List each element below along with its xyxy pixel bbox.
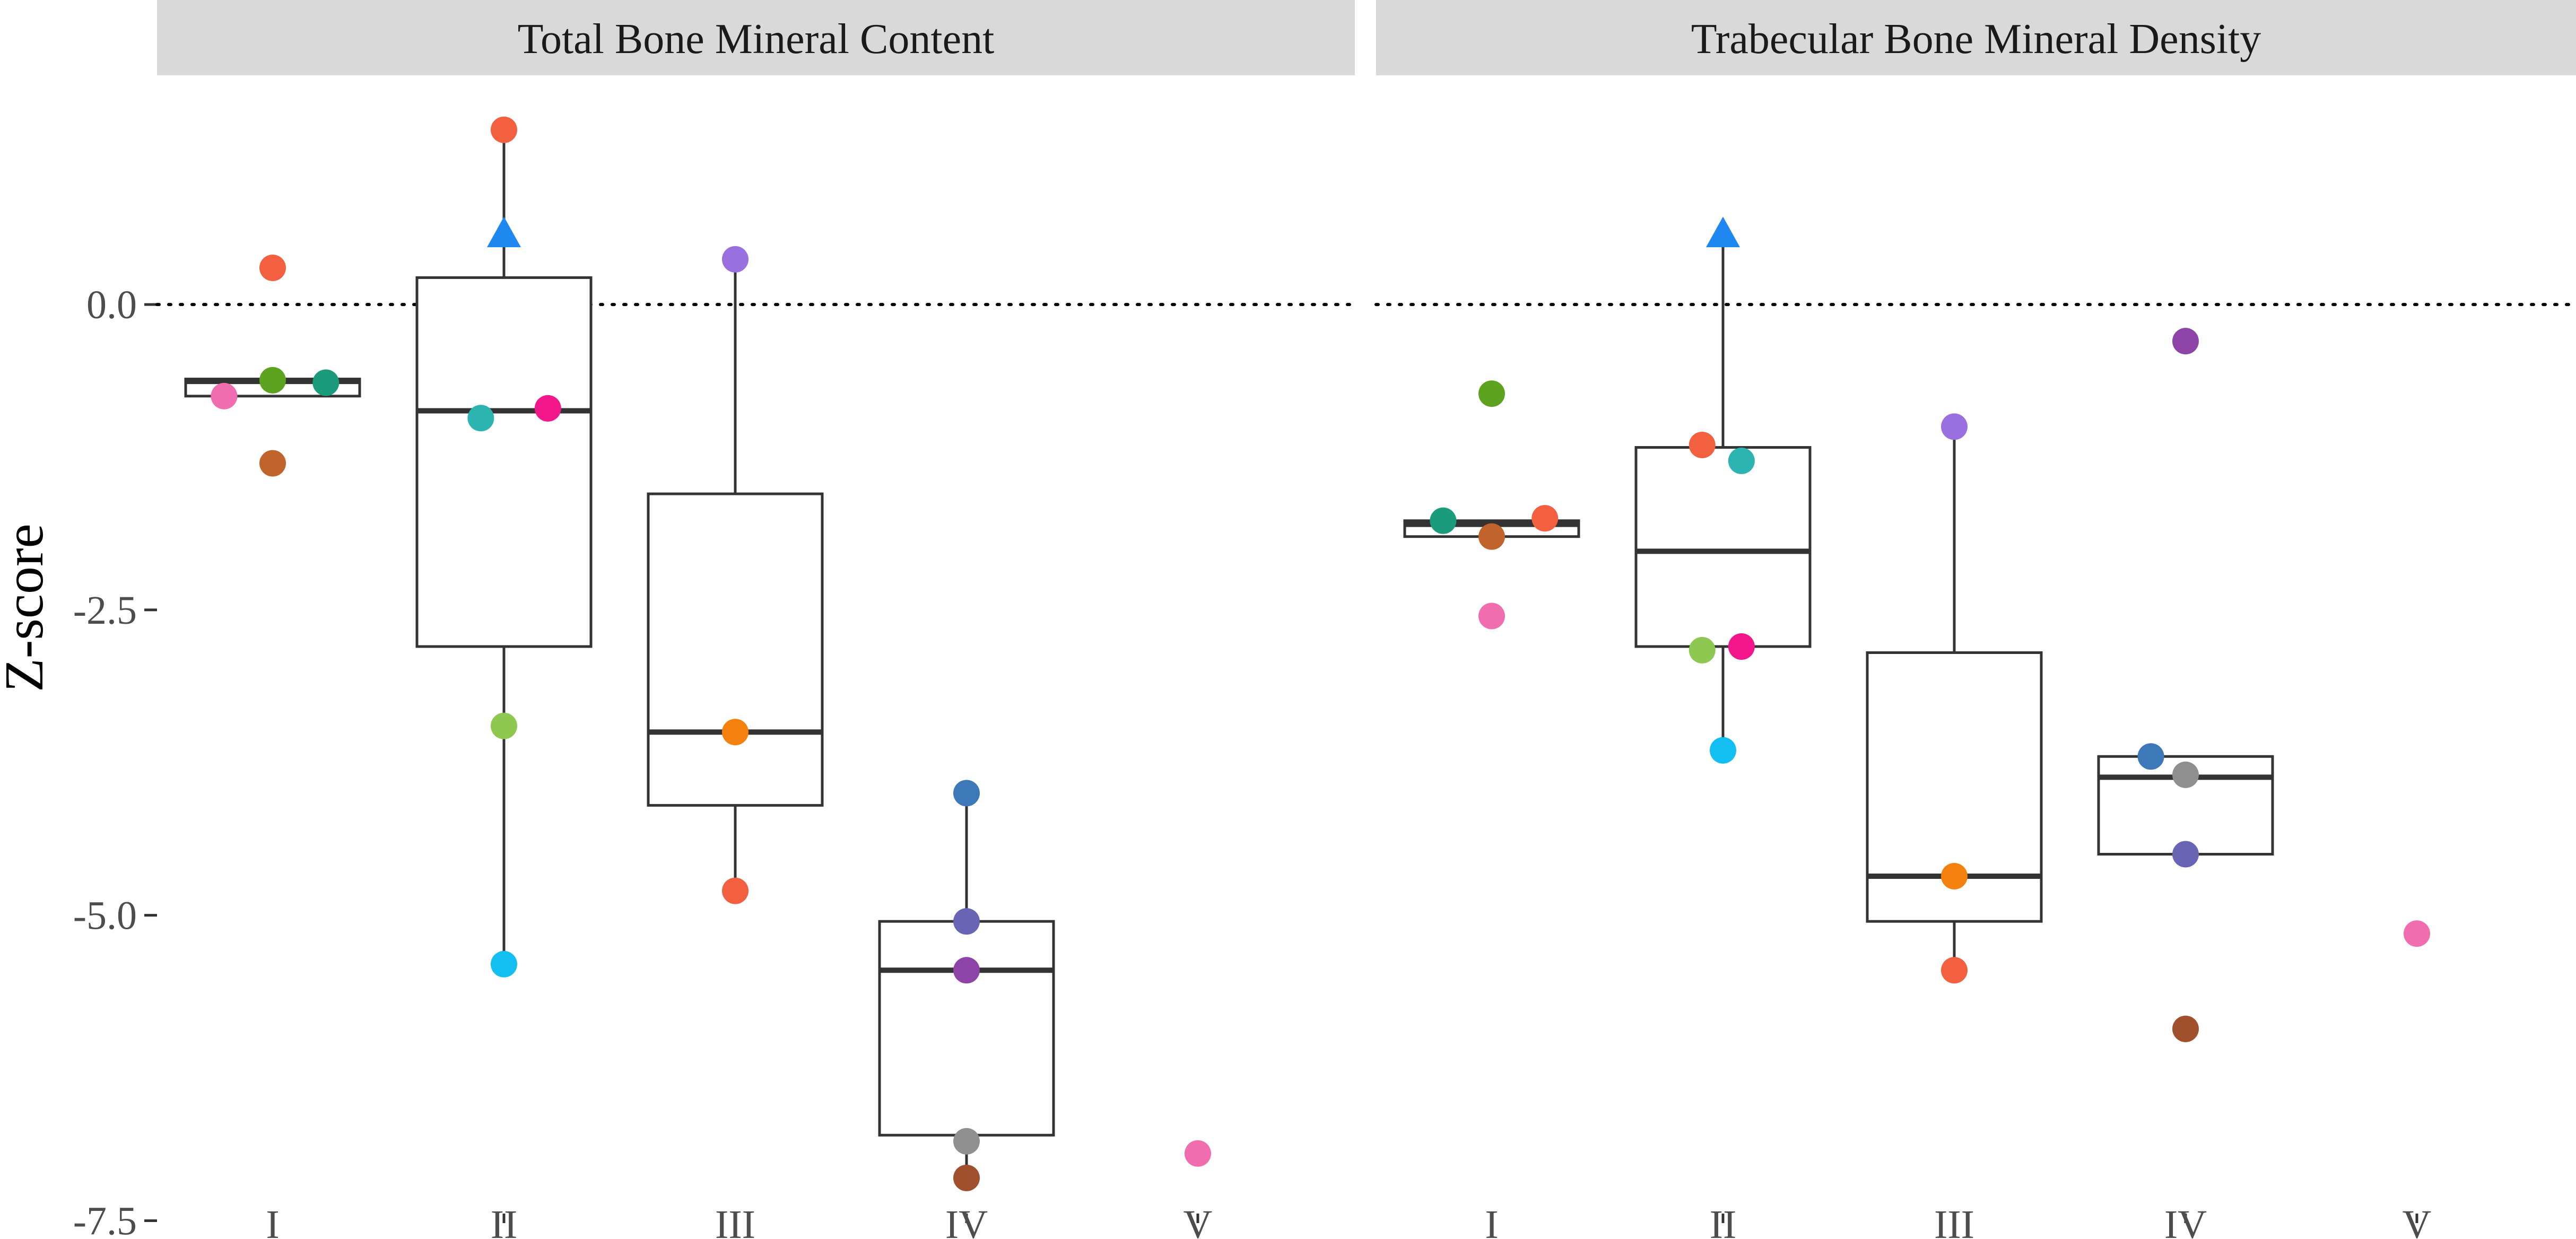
facet-strip-title: Trabecular Bone Mineral Density [1691,16,2261,63]
data-point [1430,507,1457,534]
data-point [2404,920,2430,947]
data-point [722,877,749,904]
x-tick-label: IV [2164,1202,2207,1239]
box-IV [878,793,1055,1178]
y-axis: Z-score 0.0 -2.5 -5.0 -7.5 [0,283,157,1239]
data-point [1478,603,1505,630]
data-point-triangle [487,216,521,248]
y-axis-title: Z-score [0,523,55,692]
data-point [1185,1140,1211,1167]
data-point [1728,633,1755,660]
data-point [722,719,749,746]
box-iqr [647,492,824,807]
data-point [2172,841,2199,868]
data-point [1689,431,1716,458]
y-tick-label: 0.0 [86,283,137,327]
facet-strip [1376,0,2576,75]
data-point [259,367,286,394]
box-iqr [1634,446,1812,648]
data-point [312,369,340,396]
facet-strip [157,0,1355,75]
x-tick-label: V [1183,1202,1213,1239]
data-point [534,395,561,422]
data-point-triangle [1706,216,1740,248]
data-point [259,254,286,281]
x-tick-label: II [491,1202,518,1239]
x-tick-label: V [2403,1202,2432,1239]
data-point [259,450,286,477]
data-point [1941,413,1968,440]
box-iqr [415,276,593,648]
data-point [1531,505,1559,532]
data-point [2172,761,2199,788]
x-tick-label: III [1934,1202,1974,1239]
data-point [953,780,980,807]
data-point [2172,328,2199,355]
box-II [1634,233,1812,751]
facet-strip-title: Total Bone Mineral Content [518,16,995,63]
data-point [211,382,238,409]
data-point [1941,957,1968,984]
data-point [491,950,517,978]
x-tick-label: IV [945,1202,988,1239]
data-point [953,908,980,935]
data-point [1941,862,1968,889]
data-point [491,116,517,143]
data-point [953,1128,980,1155]
data-point [1728,447,1755,474]
data-point [953,1164,980,1191]
y-tick-label: -5.0 [73,894,137,938]
x-tick-label: I [1485,1202,1498,1239]
data-point [2172,1015,2199,1042]
x-tick-label: III [715,1202,755,1239]
data-point [467,405,494,432]
data-point [1689,636,1716,664]
y-tick-label: -2.5 [73,588,137,633]
x-tick-label: I [266,1202,279,1239]
data-point [722,246,749,273]
data-point [1478,380,1505,407]
box-iqr [878,920,1055,1137]
box-III [647,259,824,891]
box-II [415,133,593,964]
data-point [1710,737,1736,764]
data-point [2137,743,2164,770]
y-tick-label: -7.5 [73,1199,137,1239]
data-point [1478,523,1505,550]
x-tick-label: II [1710,1202,1737,1239]
data-point [953,957,980,984]
data-point [491,712,517,739]
